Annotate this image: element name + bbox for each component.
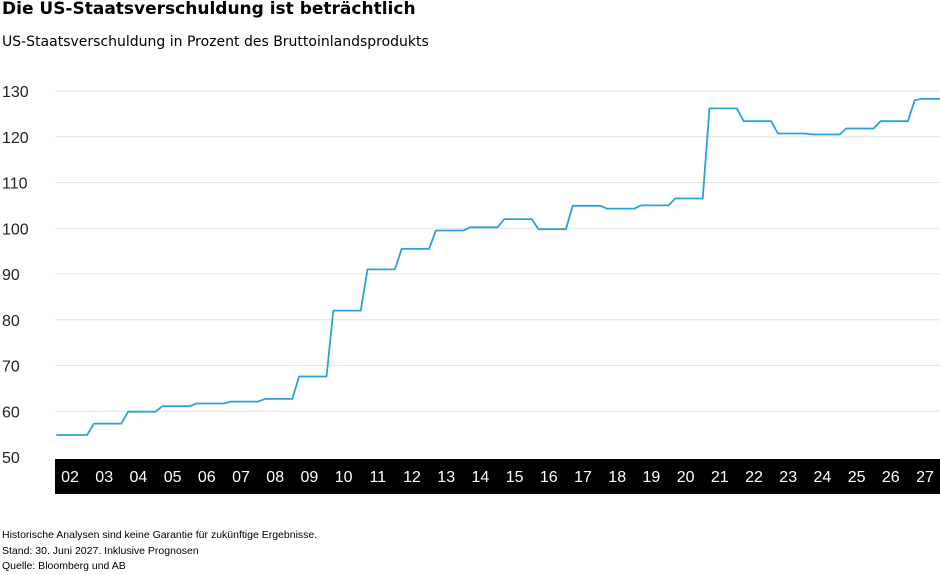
footnotes: Historische Analysen sind keine Garantie… bbox=[2, 528, 317, 575]
x-tick-label-05: 05 bbox=[164, 469, 182, 486]
x-tick-label-11: 11 bbox=[369, 469, 386, 486]
x-tick-label-26: 26 bbox=[882, 469, 900, 486]
x-tick-label-20: 20 bbox=[677, 469, 695, 486]
footnote-source: Quelle: Bloomberg und AB bbox=[2, 560, 126, 572]
x-tick-label-10: 10 bbox=[335, 469, 353, 486]
x-axis-band bbox=[55, 459, 940, 494]
x-tick-label-23: 23 bbox=[779, 469, 797, 486]
y-tick-label-120: 120 bbox=[2, 130, 29, 147]
y-tick-label-100: 100 bbox=[2, 221, 29, 238]
x-tick-label-27: 27 bbox=[916, 469, 934, 486]
series-line-0 bbox=[56, 97, 940, 436]
x-tick-label-16: 16 bbox=[540, 469, 558, 486]
x-tick-label-14: 14 bbox=[472, 469, 490, 486]
y-tick-label-130: 130 bbox=[2, 84, 29, 101]
x-tick-label-15: 15 bbox=[506, 469, 524, 486]
x-tick-label-08: 08 bbox=[266, 469, 284, 486]
x-tick-label-13: 13 bbox=[437, 469, 455, 486]
y-tick-label-50: 50 bbox=[2, 450, 20, 467]
footnote-disclaimer: Historische Analysen sind keine Garantie… bbox=[2, 529, 318, 541]
x-tick-label-07: 07 bbox=[232, 469, 250, 486]
x-tick-label-19: 19 bbox=[643, 469, 661, 486]
y-tick-label-110: 110 bbox=[2, 176, 28, 193]
x-tick-label-03: 03 bbox=[95, 469, 113, 486]
chart-title: Die US-Staatsverschuldung ist beträchtli… bbox=[2, 0, 416, 19]
y-tick-label-90: 90 bbox=[2, 267, 20, 284]
y-tick-label-70: 70 bbox=[2, 359, 20, 376]
x-tick-label-09: 09 bbox=[301, 469, 319, 486]
x-tick-label-18: 18 bbox=[608, 469, 626, 486]
x-tick-label-24: 24 bbox=[814, 469, 832, 486]
chart-subtitle: US-Staatsverschuldung in Prozent des Bru… bbox=[2, 34, 429, 50]
y-tick-label-80: 80 bbox=[2, 313, 20, 330]
x-tick-label-25: 25 bbox=[848, 469, 866, 486]
x-tick-label-02: 02 bbox=[61, 469, 79, 486]
x-tick-label-21: 21 bbox=[711, 469, 729, 486]
y-tick-label-60: 60 bbox=[2, 404, 20, 421]
x-tick-label-22: 22 bbox=[745, 469, 763, 486]
x-tick-label-06: 06 bbox=[198, 469, 216, 486]
footnote-date: Stand: 30. Juni 2027. Inklusive Prognose… bbox=[2, 544, 199, 557]
x-tick-label-04: 04 bbox=[130, 469, 148, 486]
line-chart: 50 60 70 80 90 100 110 120 130 02 03 04 05 06 07 08 09 10… bbox=[2, 84, 940, 494]
x-tick-label-12: 12 bbox=[403, 469, 421, 486]
x-tick-label-17: 17 bbox=[574, 469, 592, 486]
